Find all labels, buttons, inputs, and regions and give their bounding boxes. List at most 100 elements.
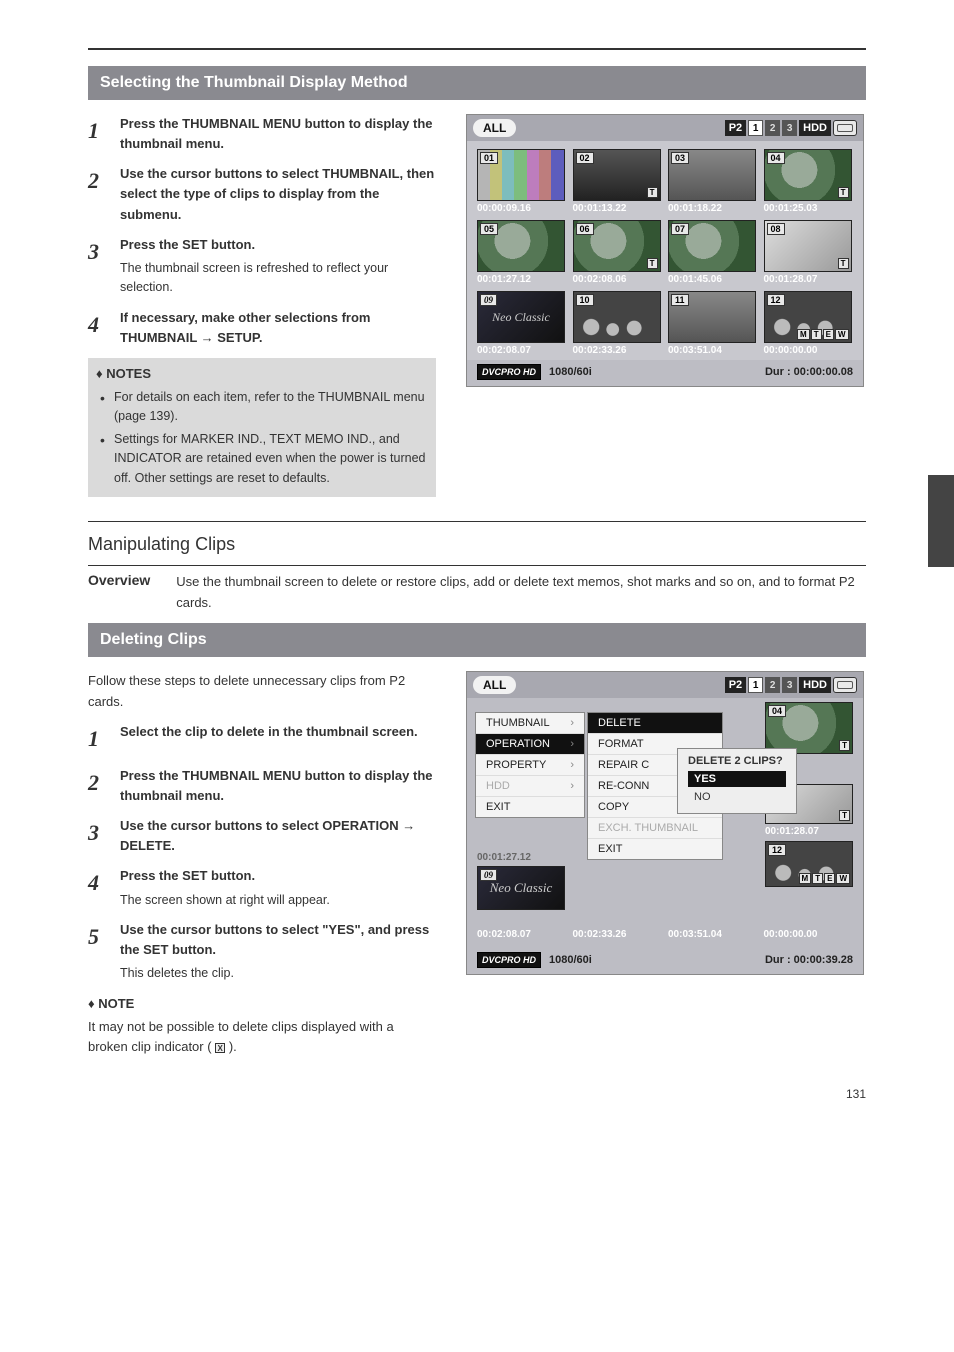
- slot-1b: 1: [748, 677, 763, 693]
- clip-num: 11: [671, 294, 689, 306]
- badge-w: W: [835, 329, 849, 340]
- clip: 08 T 00:01:28.07: [764, 220, 854, 285]
- mid-rule-1: [88, 521, 866, 522]
- clip-tc: 00:00:00.00: [764, 345, 818, 356]
- clip-tc: 00:02:08.07: [477, 929, 567, 940]
- note-body-prefix: It may not be possible to delete clips d…: [88, 1019, 394, 1054]
- slot-indicators-2: P2 1 2 3 HDD: [725, 677, 857, 693]
- step-body: Press the THUMBNAIL MENU button to displ…: [120, 766, 436, 806]
- note-body: It may not be possible to delete clips d…: [88, 1017, 436, 1057]
- step: 3Use the cursor buttons to select OPERAT…: [88, 816, 436, 856]
- p2-label: P2: [725, 120, 746, 136]
- badge-t: T: [647, 187, 658, 198]
- thumb: 02 T: [573, 149, 661, 201]
- step-body: If necessary, make other selections from…: [120, 308, 436, 348]
- thumb: 11: [668, 291, 756, 343]
- thumb: 05: [477, 220, 565, 272]
- note-item: Settings for MARKER IND., TEXT MEMO IND.…: [100, 430, 428, 488]
- clip-tc: 00:00:09.16: [477, 203, 531, 214]
- filter-pill-all-2: ALL: [473, 676, 516, 694]
- clip-tc: 00:01:28.07: [764, 274, 818, 285]
- badge-t: T: [647, 258, 658, 269]
- badge-t: T: [811, 329, 822, 340]
- duration-text-2: Dur : 00:00:39.28: [765, 954, 853, 966]
- step: 2Use the cursor buttons to select THUMBN…: [88, 164, 436, 224]
- step-body: Use the cursor buttons to select THUMBNA…: [120, 164, 436, 224]
- clip-label: Neo Classic: [490, 880, 552, 896]
- slot-1: 1: [748, 120, 763, 136]
- step: 2Press the THUMBNAIL MENU button to disp…: [88, 766, 436, 806]
- broken-clip-icon: X: [215, 1043, 225, 1053]
- menu-item-property: PROPERTY: [476, 755, 584, 776]
- thumb: 06 T: [573, 220, 661, 272]
- clip-tc: 00:02:08.06: [573, 274, 627, 285]
- page-number: 131: [88, 1087, 866, 1101]
- hdd-icon: [833, 120, 857, 136]
- step-body: Press the SET button.The screen shown at…: [120, 866, 436, 910]
- filter-pill-all: ALL: [473, 119, 516, 137]
- thumb: 03: [668, 149, 756, 201]
- badge-e: E: [823, 329, 834, 340]
- dialog-no: NO: [688, 789, 786, 805]
- slot-2b: 2: [765, 677, 780, 693]
- faded-tc: 00:01:27.12: [477, 852, 531, 863]
- clip-num: 04: [767, 152, 785, 164]
- thumb: 01: [477, 149, 565, 201]
- thumb: 08 T: [764, 220, 852, 272]
- clip: 01 00:00:09.16: [477, 149, 567, 214]
- step: 1Select the clip to delete in the thumbn…: [88, 722, 436, 756]
- clip-num: 07: [671, 223, 689, 235]
- slot-indicators: P2 1 2 3 HDD: [725, 120, 857, 136]
- clip-num: 12: [768, 844, 786, 856]
- section-title-thumbnail-display: Selecting the Thumbnail Display Method: [88, 66, 866, 100]
- clip-tc: 00:02:33.26: [573, 345, 627, 356]
- step: 4If necessary, make other selections fro…: [88, 308, 436, 348]
- section-title-deleting-clips: Deleting Clips: [88, 623, 866, 657]
- clip: 03 00:01:18.22: [668, 149, 758, 214]
- step: 3Press the SET button.The thumbnail scre…: [88, 235, 436, 298]
- clip: 0500:01:27.12: [477, 220, 567, 285]
- thumb: 09Neo Classic: [477, 291, 565, 343]
- clip: 09Neo Classic00:02:08.07: [477, 291, 567, 356]
- note-item: For details on each item, refer to the T…: [100, 388, 428, 427]
- clip-09-peek: 09Neo Classic: [477, 866, 565, 910]
- format-badge-2: DVCPRO HD: [477, 952, 541, 968]
- submenu-item-exch-thumbnail: EXCH. THUMBNAIL: [588, 818, 722, 839]
- dialog-yes: YES: [688, 771, 786, 787]
- step-num: 5: [88, 920, 110, 984]
- step: 1Press the THUMBNAIL MENU button to disp…: [88, 114, 436, 154]
- mid-rule-2: [88, 565, 866, 566]
- slot-3b: 3: [782, 677, 797, 693]
- format-text-2: 1080/60i: [549, 954, 592, 966]
- overview-text: Use the thumbnail screen to delete or re…: [176, 572, 866, 614]
- clip-num: 02: [576, 152, 594, 164]
- notes-heading: ♦ NOTES: [96, 364, 428, 384]
- clip-tc: 00:00:00.00: [764, 929, 854, 940]
- badge-m: M: [797, 329, 810, 340]
- mid-heading: Manipulating Clips: [88, 534, 866, 555]
- clip-num: 08: [767, 223, 785, 235]
- menu-item-operation: OPERATION: [476, 734, 584, 755]
- clip-num: 12: [767, 294, 785, 306]
- clip-num: 03: [671, 152, 689, 164]
- section1-steps: 1Press the THUMBNAIL MENU button to disp…: [88, 114, 436, 497]
- step-body: Use the cursor buttons to select OPERATI…: [120, 816, 436, 856]
- step: 4Press the SET button.The screen shown a…: [88, 866, 436, 910]
- menu-item-thumbnail: THUMBNAIL: [476, 713, 584, 734]
- thumbnail-screen-shot-2: ALL P2 1 2 3 HDD 04T: [466, 671, 864, 975]
- clip-num: 06: [576, 223, 594, 235]
- p2-label-2: P2: [725, 677, 746, 693]
- step-body: Press the SET button.The thumbnail scree…: [120, 235, 436, 298]
- badge-t: T: [838, 258, 849, 269]
- thumb: 07: [668, 220, 756, 272]
- thumb: 10: [573, 291, 661, 343]
- menu-item-hdd: HDD: [476, 776, 584, 797]
- notes-box: ♦ NOTES For details on each item, refer …: [88, 358, 436, 497]
- clip-tc: 00:01:18.22: [668, 203, 722, 214]
- clip: 02 T 00:01:13.22: [573, 149, 663, 214]
- slot-2: 2: [765, 120, 780, 136]
- submenu-item-delete: DELETE: [588, 713, 722, 734]
- clip-tc: 00:01:13.22: [573, 203, 627, 214]
- badge-t: T: [839, 810, 850, 821]
- top-rule: [88, 48, 866, 50]
